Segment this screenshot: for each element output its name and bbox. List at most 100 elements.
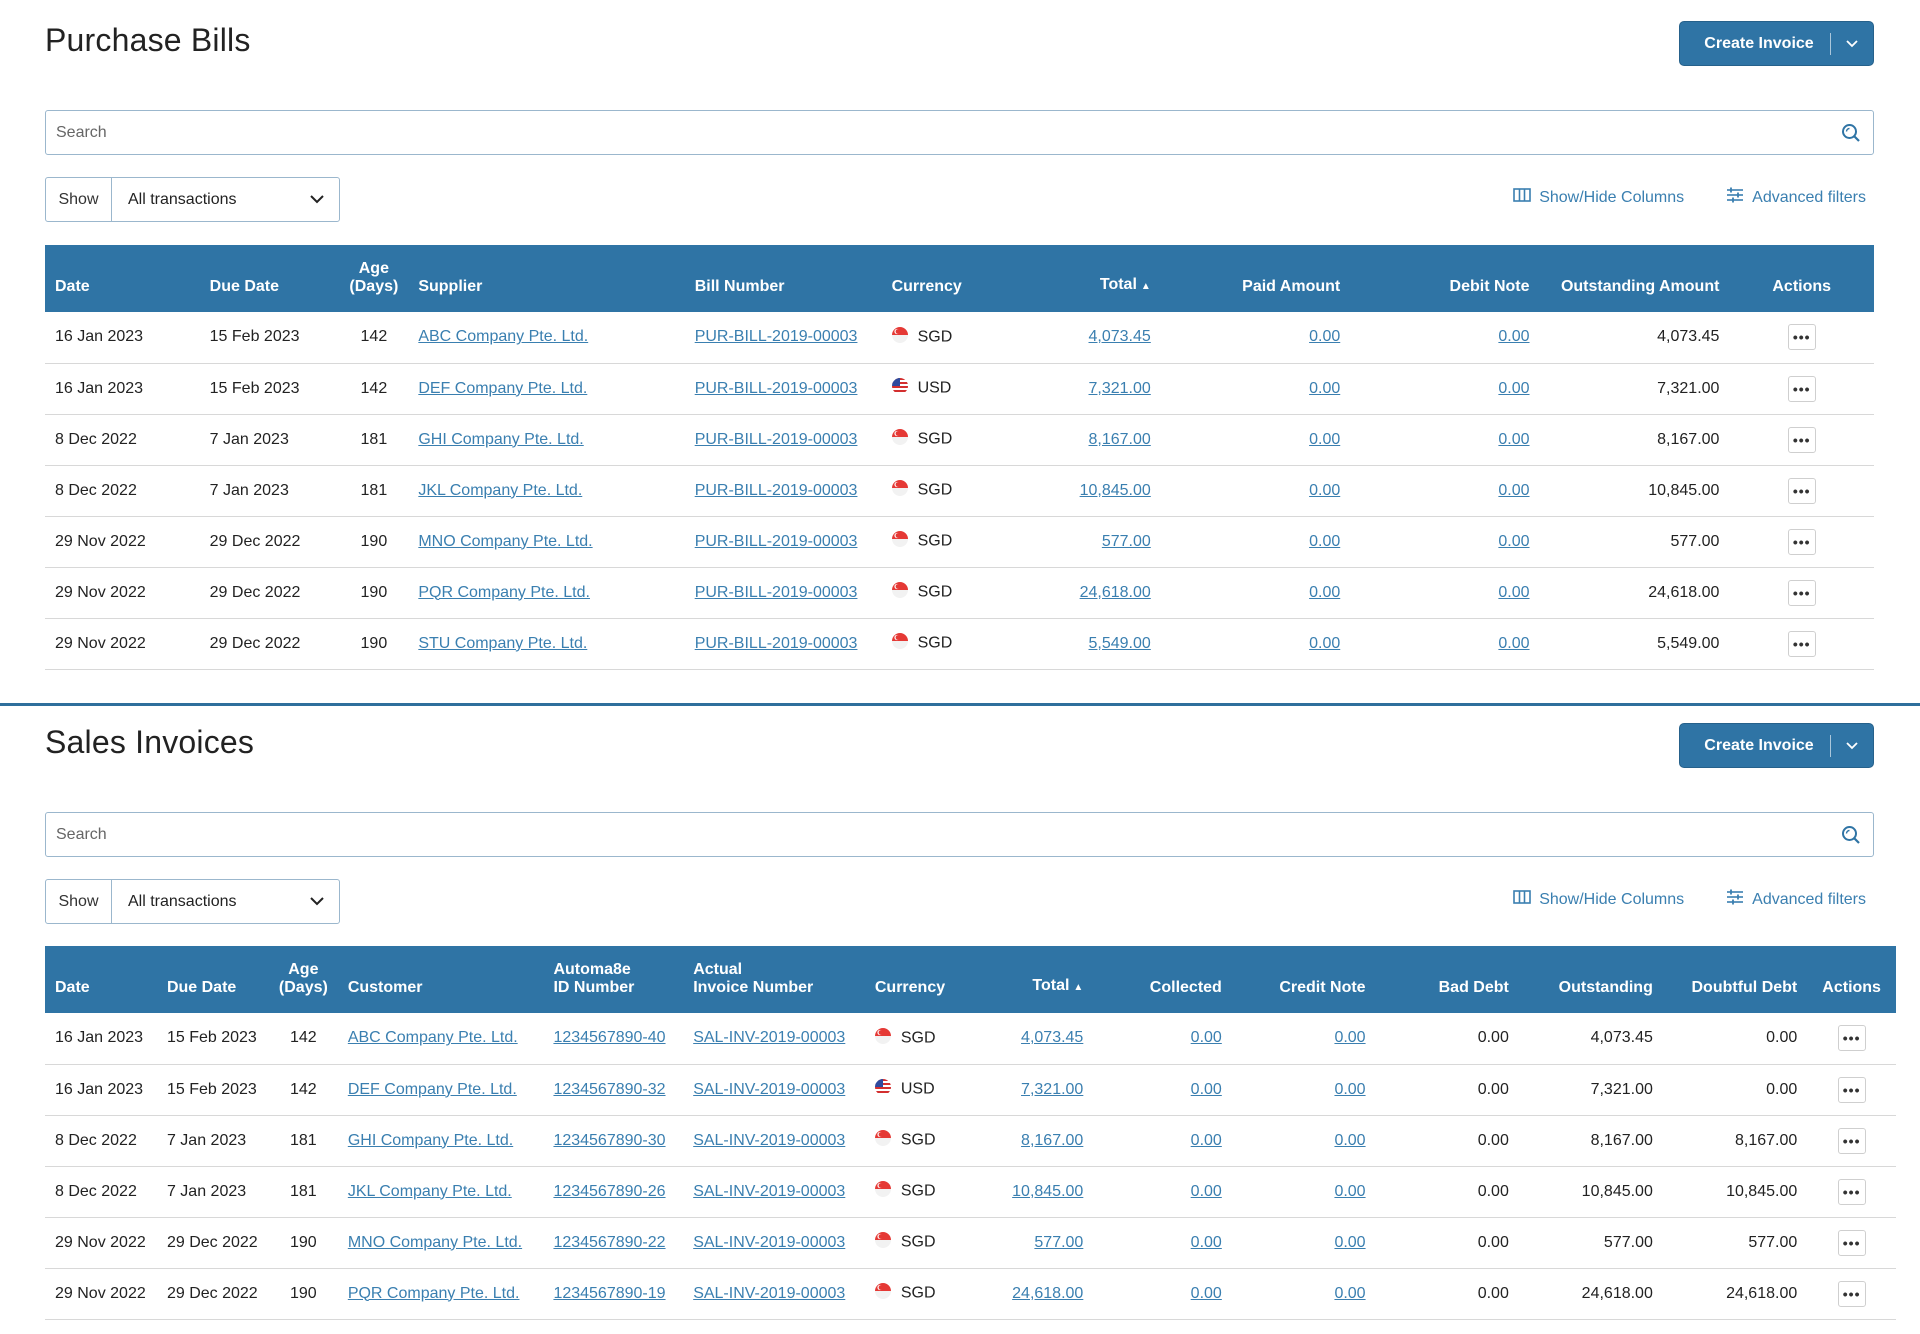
show-filter-select[interactable]: Show All transactions (45, 879, 340, 924)
advanced-filters-button[interactable]: Advanced filters (1726, 187, 1866, 208)
total-link[interactable]: 10,845.00 (1012, 1182, 1084, 1200)
col-age[interactable]: Age (Days) (269, 946, 338, 1013)
total-link[interactable]: 8,167.00 (1088, 430, 1151, 448)
customer-link[interactable]: PQR Company Pte. Ltd. (347, 1284, 520, 1302)
autoid-link[interactable]: 1234567890-19 (553, 1284, 666, 1302)
autoid-link[interactable]: 1234567890-26 (553, 1182, 666, 1200)
total-link[interactable]: 10,845.00 (1079, 481, 1151, 499)
credit-link[interactable]: 0.00 (1334, 1131, 1366, 1149)
total-link[interactable]: 7,321.00 (1021, 1080, 1084, 1098)
col-supplier[interactable]: Supplier (418, 278, 483, 295)
actual-link[interactable]: SAL-INV-2019-00003 (693, 1080, 846, 1098)
debit-link[interactable]: 0.00 (1498, 379, 1530, 397)
show-value[interactable]: All transactions (128, 190, 237, 208)
bill-link[interactable]: PUR-BILL-2019-00003 (694, 430, 858, 448)
show-value[interactable]: All transactions (128, 892, 237, 910)
actual-link[interactable]: SAL-INV-2019-00003 (693, 1182, 846, 1200)
autoid-link[interactable]: 1234567890-40 (553, 1029, 666, 1047)
col-collected[interactable]: Collected (1149, 979, 1222, 996)
paid-link[interactable]: 0.00 (1309, 481, 1341, 499)
paid-link[interactable]: 0.00 (1309, 583, 1341, 601)
col-outstanding-amount[interactable]: Outstanding Amount (1560, 278, 1720, 295)
actual-link[interactable]: SAL-INV-2019-00003 (693, 1284, 846, 1302)
create-invoice-button[interactable]: Create Invoice (1679, 723, 1874, 768)
more-icon[interactable]: ••• (1787, 477, 1816, 504)
credit-link[interactable]: 0.00 (1334, 1284, 1366, 1302)
show-hide-columns-label[interactable]: Show/Hide Columns (1539, 188, 1685, 206)
actual-link[interactable]: SAL-INV-2019-00003 (693, 1029, 846, 1047)
col-actual-invoice-number[interactable]: Actual Invoice Number (683, 946, 865, 1013)
search-input[interactable] (46, 825, 1829, 844)
supplier-link[interactable]: GHI Company Pte. Ltd. (418, 430, 584, 448)
col-total[interactable]: Total ▲ (1031, 245, 1161, 312)
create-invoice-button[interactable]: Create Invoice (1679, 21, 1874, 66)
paid-link[interactable]: 0.00 (1309, 532, 1341, 550)
more-icon[interactable]: ••• (1837, 1076, 1866, 1103)
debit-link[interactable]: 0.00 (1498, 481, 1530, 499)
col-date[interactable]: Date (55, 979, 90, 996)
more-icon[interactable]: ••• (1787, 324, 1816, 351)
credit-link[interactable]: 0.00 (1334, 1080, 1366, 1098)
total-link[interactable]: 5,549.00 (1088, 634, 1151, 652)
credit-link[interactable]: 0.00 (1334, 1182, 1366, 1200)
total-link[interactable]: 577.00 (1034, 1233, 1084, 1251)
chevron-down-icon[interactable] (295, 897, 339, 906)
supplier-link[interactable]: MNO Company Pte. Ltd. (418, 532, 593, 550)
col-outstanding[interactable]: Outstanding (1558, 979, 1653, 996)
collected-link[interactable]: 0.00 (1190, 1182, 1222, 1200)
show-hide-columns-label[interactable]: Show/Hide Columns (1539, 890, 1685, 908)
col-age[interactable]: Age (Days) (339, 245, 408, 312)
col-due-date[interactable]: Due Date (209, 278, 280, 295)
more-icon[interactable]: ••• (1787, 579, 1816, 606)
col-bad-debt[interactable]: Bad Debt (1438, 979, 1509, 996)
total-link[interactable]: 24,618.00 (1012, 1284, 1084, 1302)
more-icon[interactable]: ••• (1787, 426, 1816, 453)
col-paid-amount[interactable]: Paid Amount (1242, 278, 1341, 295)
col-bill-number[interactable]: Bill Number (694, 278, 785, 295)
more-icon[interactable]: ••• (1837, 1127, 1866, 1154)
chevron-down-icon[interactable] (295, 195, 339, 204)
customer-link[interactable]: ABC Company Pte. Ltd. (347, 1029, 518, 1047)
total-link[interactable]: 8,167.00 (1021, 1131, 1084, 1149)
actual-link[interactable]: SAL-INV-2019-00003 (693, 1131, 846, 1149)
search-icon[interactable] (1829, 123, 1873, 143)
collected-link[interactable]: 0.00 (1190, 1284, 1222, 1302)
autoid-link[interactable]: 1234567890-30 (553, 1131, 666, 1149)
supplier-link[interactable]: PQR Company Pte. Ltd. (418, 583, 590, 601)
actual-link[interactable]: SAL-INV-2019-00003 (693, 1233, 846, 1251)
credit-link[interactable]: 0.00 (1334, 1233, 1366, 1251)
collected-link[interactable]: 0.00 (1190, 1080, 1222, 1098)
col-debit-note[interactable]: Debit Note (1449, 278, 1530, 295)
total-link[interactable]: 4,073.45 (1088, 328, 1151, 346)
bill-link[interactable]: PUR-BILL-2019-00003 (694, 379, 858, 397)
search-icon[interactable] (1829, 825, 1873, 845)
more-icon[interactable]: ••• (1837, 1025, 1866, 1052)
col-doubtful-debt[interactable]: Doubtful Debt (1691, 979, 1798, 996)
col-due-date[interactable]: Due Date (166, 979, 237, 996)
collected-link[interactable]: 0.00 (1190, 1131, 1222, 1149)
customer-link[interactable]: JKL Company Pte. Ltd. (347, 1182, 512, 1200)
col-total[interactable]: Total ▲ (984, 946, 1093, 1013)
customer-link[interactable]: MNO Company Pte. Ltd. (347, 1233, 523, 1251)
paid-link[interactable]: 0.00 (1309, 430, 1341, 448)
debit-link[interactable]: 0.00 (1498, 430, 1530, 448)
bill-link[interactable]: PUR-BILL-2019-00003 (694, 532, 858, 550)
collected-link[interactable]: 0.00 (1190, 1029, 1222, 1047)
credit-link[interactable]: 0.00 (1334, 1029, 1366, 1047)
supplier-link[interactable]: DEF Company Pte. Ltd. (418, 379, 588, 397)
more-icon[interactable]: ••• (1837, 1229, 1866, 1256)
more-icon[interactable]: ••• (1787, 528, 1816, 555)
debit-link[interactable]: 0.00 (1498, 328, 1530, 346)
col-currency[interactable]: Currency (874, 979, 946, 996)
paid-link[interactable]: 0.00 (1309, 328, 1341, 346)
col-date[interactable]: Date (55, 278, 90, 295)
total-link[interactable]: 7,321.00 (1088, 379, 1151, 397)
more-icon[interactable]: ••• (1787, 630, 1816, 657)
create-invoice-label[interactable]: Create Invoice (1704, 736, 1814, 754)
collected-link[interactable]: 0.00 (1190, 1233, 1222, 1251)
total-link[interactable]: 577.00 (1101, 532, 1151, 550)
show-filter-select[interactable]: Show All transactions (45, 177, 340, 222)
autoid-link[interactable]: 1234567890-32 (553, 1080, 666, 1098)
bill-link[interactable]: PUR-BILL-2019-00003 (694, 328, 858, 346)
bill-link[interactable]: PUR-BILL-2019-00003 (694, 481, 858, 499)
